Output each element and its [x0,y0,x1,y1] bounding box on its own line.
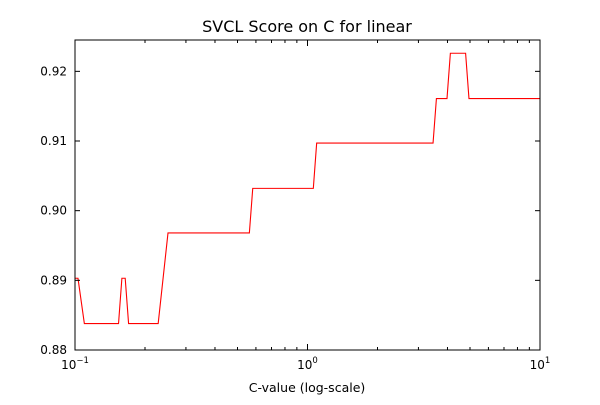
y-tick-label-3: 0.91 [40,134,67,148]
x-tick-label-2: 101 [530,356,551,372]
y-tick-label-0: 0.88 [40,343,67,357]
x-tick-label-exp-0: −1 [76,356,89,366]
y-tick-label-1: 0.89 [40,273,67,287]
series-line [75,52,540,325]
y-tick-label-4: 0.92 [40,64,67,78]
x-tick-label-exp-1: 0 [312,356,317,366]
y-tick-label-2: 0.90 [40,204,67,218]
x-axis-label: C-value (log-scale) [249,380,366,395]
x-tick-label-exp-2: 1 [545,356,550,366]
x-tick-label-0: 10−1 [61,356,89,372]
x-tick-label-1: 100 [297,356,318,372]
x-tick-label-base-0: 10 [61,358,76,372]
x-tick-label-base-1: 10 [297,358,312,372]
chart-title: SVCL Score on C for linear [202,17,412,36]
x-tick-label-base-2: 10 [530,358,545,372]
axes-frame [74,39,541,351]
